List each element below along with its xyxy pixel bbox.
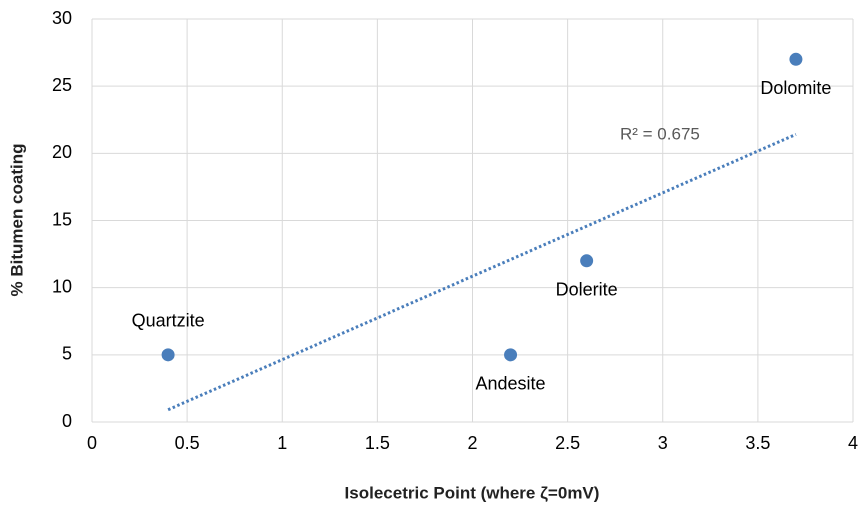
x-tick-label: 1.5 xyxy=(365,433,390,453)
y-tick-label: 30 xyxy=(52,8,72,28)
y-tick-label: 15 xyxy=(52,209,72,229)
x-tick-label: 0.5 xyxy=(175,433,200,453)
x-tick-label: 4 xyxy=(848,433,858,453)
point-label: Quartzite xyxy=(132,311,205,331)
point xyxy=(580,254,594,268)
x-tick-label: 2.5 xyxy=(555,433,580,453)
trendline xyxy=(167,133,797,412)
y-tick-label: 0 xyxy=(62,411,72,431)
x-tick-label: 0 xyxy=(87,433,97,453)
y-tick-label: 5 xyxy=(62,344,72,364)
y-tick-label: 25 xyxy=(52,75,72,95)
y-tick-label: 10 xyxy=(52,276,72,296)
point xyxy=(504,348,518,362)
y-axis-label: % Bitumen coating xyxy=(7,143,26,296)
x-axis-label: Isolecetric Point (where ζ=0mV) xyxy=(345,483,600,502)
x-tick-label: 2 xyxy=(467,433,477,453)
point xyxy=(161,348,175,362)
x-tick-label: 1 xyxy=(277,433,287,453)
point-label: Dolerite xyxy=(556,280,618,300)
annotation: R² = 0.675 xyxy=(620,124,700,143)
point-label: Andesite xyxy=(476,374,546,394)
x-tick-label: 3.5 xyxy=(745,433,770,453)
point xyxy=(789,52,803,66)
point-label: Dolomite xyxy=(760,78,831,98)
y-tick-label: 20 xyxy=(52,142,72,162)
x-tick-label: 3 xyxy=(658,433,668,453)
